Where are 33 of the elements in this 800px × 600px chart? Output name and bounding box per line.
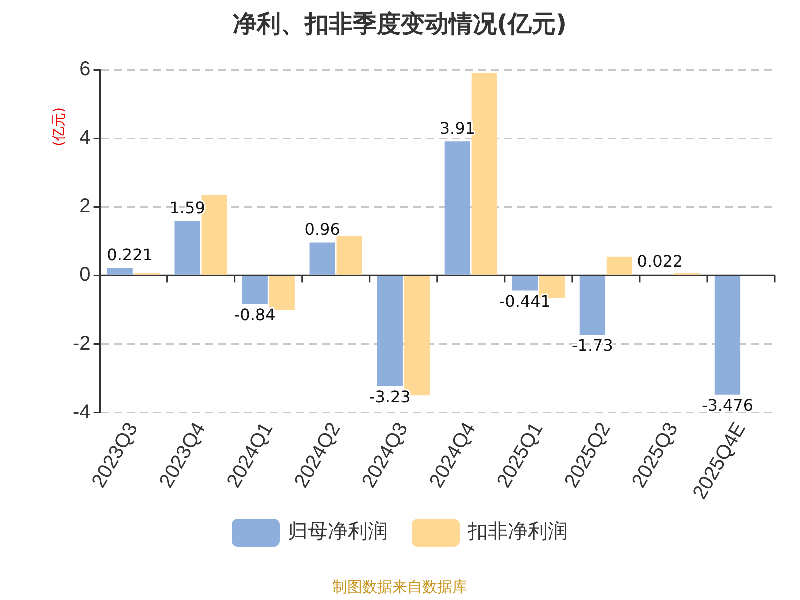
data-label: -0.441 — [499, 292, 551, 311]
data-label: 3.91 — [440, 118, 476, 138]
bar — [444, 142, 470, 275]
data-label: 0.96 — [304, 220, 340, 239]
bar — [174, 221, 200, 275]
text: 制图数据来自数据库 — [332, 578, 468, 597]
bar — [269, 276, 295, 310]
y-tick-label: -4 — [72, 401, 91, 424]
y-tick-label: -2 — [72, 332, 91, 355]
bar — [377, 276, 403, 386]
data-label: -0.84 — [234, 306, 276, 325]
data-label: 1.59 — [170, 198, 206, 218]
bar — [512, 276, 538, 291]
bar — [242, 276, 268, 304]
y-tick-label: 6 — [80, 58, 91, 81]
y-tick-label: 4 — [80, 127, 91, 150]
bar — [714, 276, 741, 395]
bar — [336, 236, 362, 275]
chart-title: 净利、扣非季度变动情况(亿元) — [232, 9, 568, 40]
bar — [107, 268, 133, 275]
bar — [606, 256, 633, 275]
legend-label: 扣非净利润 — [467, 518, 568, 545]
data-label: 0.221 — [107, 245, 153, 264]
data-label: -3.23 — [369, 388, 411, 407]
y-tick-label: 0 — [80, 264, 91, 286]
data-label: -1.73 — [572, 336, 614, 356]
y-axis-title: (亿元) — [50, 108, 68, 146]
data-label: -3.476 — [702, 396, 754, 416]
y-tick-label: 2 — [80, 196, 91, 218]
bar — [310, 242, 336, 275]
legend-label: 归母净利润 — [287, 518, 388, 545]
data-label: 0.022 — [637, 252, 684, 272]
bar — [580, 276, 606, 335]
